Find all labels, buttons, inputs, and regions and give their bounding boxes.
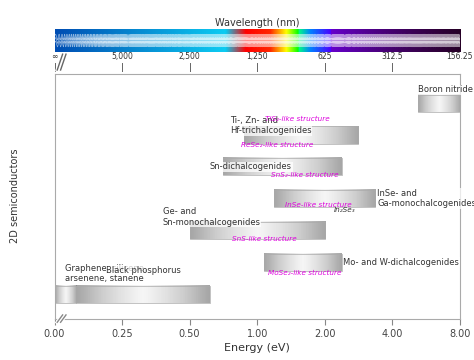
Text: 1,250: 1,250: [246, 52, 268, 61]
Bar: [223, 158, 342, 175]
Text: Boron nitride: Boron nitride: [419, 85, 474, 94]
Text: In₂Se₃: In₂Se₃: [334, 207, 356, 213]
Text: 2,500: 2,500: [179, 52, 201, 61]
Text: ReSe₂-like structure: ReSe₂-like structure: [241, 142, 314, 148]
Bar: [418, 95, 460, 112]
Text: SnS₂-like structure: SnS₂-like structure: [271, 172, 338, 179]
Bar: [244, 126, 358, 144]
X-axis label: Energy (eV): Energy (eV): [224, 343, 290, 353]
Text: Graphene, silicene,
arsenene, stanene: Graphene, silicene, arsenene, stanene: [65, 264, 147, 283]
Text: MoSe₂-like structure: MoSe₂-like structure: [268, 270, 341, 276]
Bar: [55, 285, 76, 303]
Bar: [274, 190, 375, 207]
Text: InSe-like structure: InSe-like structure: [284, 202, 351, 208]
Text: InSe- and
Ga-monochalcogenides: InSe- and Ga-monochalcogenides: [377, 189, 474, 208]
Text: Mo- and W-dichalcogenides: Mo- and W-dichalcogenides: [343, 258, 459, 267]
Text: Ge- and
Sn-monochalcogenides: Ge- and Sn-monochalcogenides: [163, 207, 261, 227]
Bar: [76, 285, 210, 303]
Text: Sn-dichalcogenides: Sn-dichalcogenides: [210, 162, 292, 171]
Bar: [264, 254, 342, 271]
Text: 625: 625: [318, 52, 332, 61]
Text: Black phosphorus: Black phosphorus: [106, 266, 181, 275]
Text: SnS-like structure: SnS-like structure: [231, 236, 296, 242]
Text: ∞: ∞: [51, 52, 58, 61]
Text: 156.25: 156.25: [447, 52, 473, 61]
Text: 5,000: 5,000: [111, 52, 133, 61]
Bar: [190, 222, 325, 239]
Text: Ti-, Zn- and
Hf-trichalcogenides: Ti-, Zn- and Hf-trichalcogenides: [230, 116, 312, 135]
Text: TiS₂-like structure: TiS₂-like structure: [265, 116, 330, 122]
Text: Wavelength (nm): Wavelength (nm): [215, 18, 300, 28]
Text: 2D semiconductors: 2D semiconductors: [10, 149, 20, 243]
Text: 312.5: 312.5: [382, 52, 403, 61]
